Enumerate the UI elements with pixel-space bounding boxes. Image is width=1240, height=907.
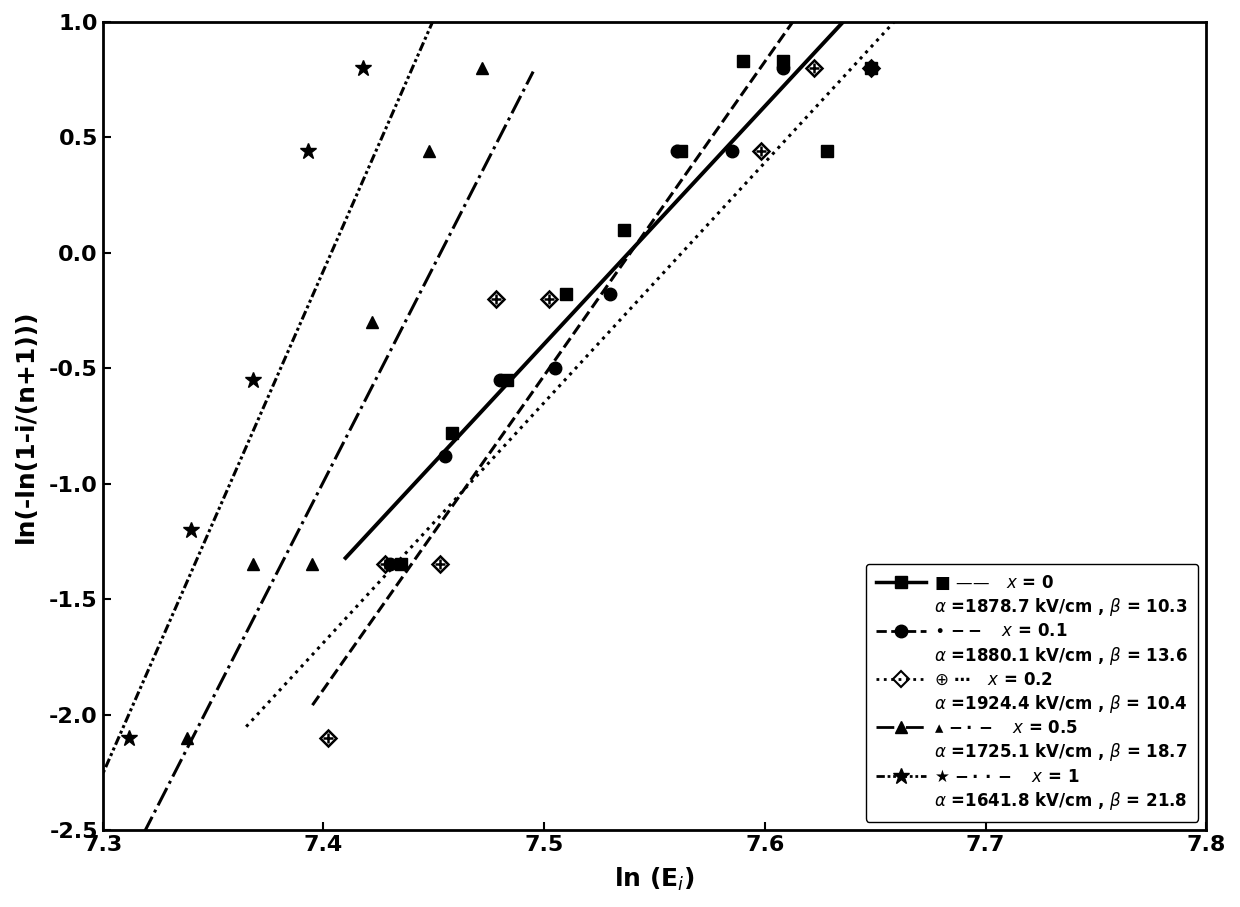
Y-axis label: ln(-ln(1-i/(n+1))): ln(-ln(1-i/(n+1))) [14,309,38,542]
X-axis label: ln (E$_i$): ln (E$_i$) [614,866,694,893]
Legend: $\blacksquare$ $\bf{——}$   $x$ = 0, $\alpha$ =1878.7 kV/cm , $\beta$ = 10.3, $\b: $\blacksquare$ $\bf{——}$ $x$ = 0, $\alph… [866,564,1198,822]
